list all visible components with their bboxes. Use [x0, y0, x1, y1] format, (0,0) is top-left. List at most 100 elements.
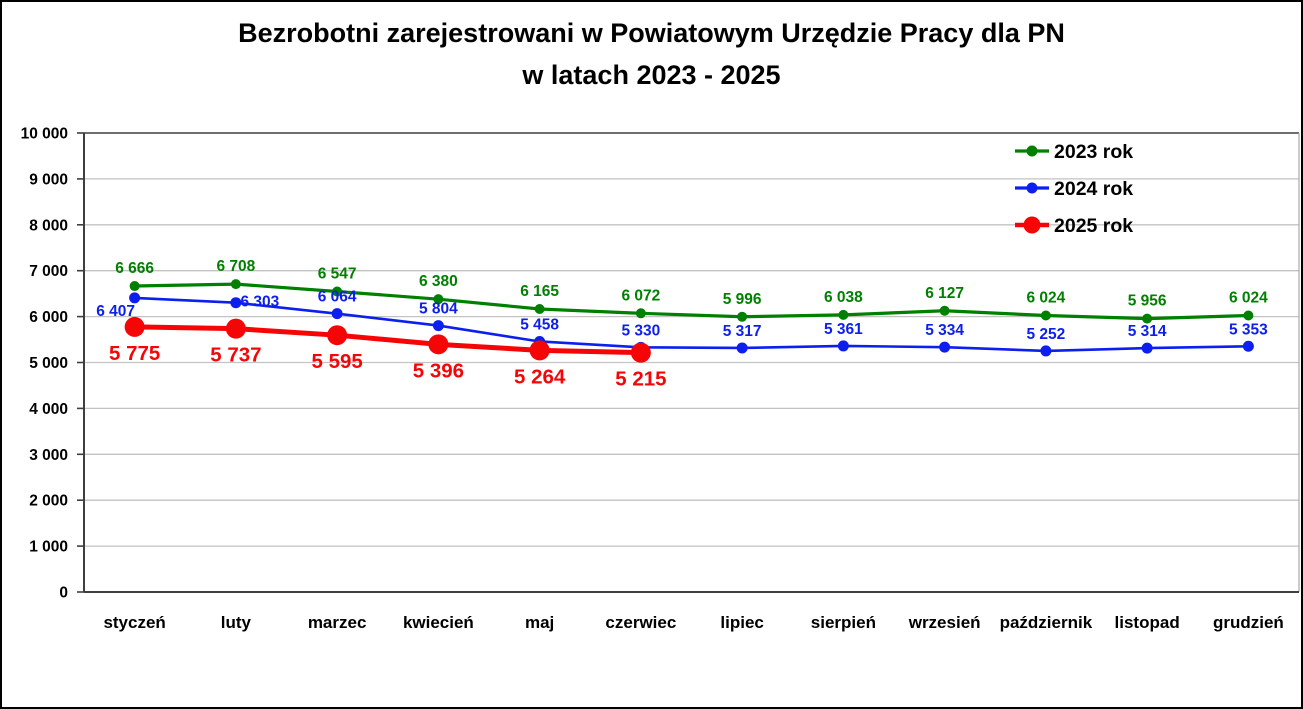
data-label: 6 407 — [96, 303, 135, 320]
data-point-marker — [1243, 310, 1254, 321]
data-label: 5 775 — [109, 342, 160, 365]
data-point-marker — [225, 318, 246, 339]
data-label: 6 064 — [318, 289, 357, 306]
y-axis: 0 1 000 2 000 3 000 4 000 5 000 6 000 7 000 8 00… — [21, 126, 84, 602]
legend-marker-dot — [1026, 182, 1038, 194]
data-label: 6 547 — [318, 265, 357, 282]
legend-label: 2025 rok — [1054, 215, 1133, 237]
data-point-marker — [529, 340, 550, 361]
data-label: 6 666 — [115, 260, 154, 277]
legend-item: 2025 rok — [1015, 215, 1133, 237]
data-point-marker — [230, 297, 242, 309]
data-point-marker — [1242, 340, 1254, 352]
series-2024-rok: 6 407 6 303 6 064 5 804 5 458 5 330 5 317 5 361… — [96, 289, 1268, 357]
data-label: 5 737 — [210, 344, 261, 367]
y-tick-label: 9 000 — [29, 171, 68, 188]
data-point-marker — [635, 308, 646, 319]
chart-title: Bezrobotni zarejestrowani w Powiatowym U… — [2, 12, 1301, 96]
x-category-label: kwiecień — [403, 613, 474, 632]
legend-marker-dot — [1026, 145, 1038, 157]
x-category-label: czerwiec — [605, 613, 676, 632]
data-point-marker — [428, 334, 449, 355]
y-tick-label: 1 000 — [29, 539, 68, 556]
y-tick-label: 10 000 — [21, 126, 68, 143]
legend-label: 2024 rok — [1054, 178, 1133, 200]
data-label: 5 996 — [723, 291, 762, 308]
data-point-marker — [331, 308, 343, 320]
x-category-label: maj — [525, 613, 554, 632]
data-label: 6 127 — [925, 285, 964, 302]
series-line — [133, 296, 1250, 353]
data-label: 5 361 — [824, 321, 863, 338]
data-point-marker — [433, 294, 444, 305]
data-label: 5 330 — [621, 322, 660, 339]
x-category-label: październik — [1000, 613, 1093, 632]
x-category-label: wrzesień — [908, 613, 981, 632]
y-tick-label: 7 000 — [29, 263, 68, 280]
series-2023-rok: 6 666 6 708 6 547 6 380 6 165 6 072 5 996 6 038… — [115, 258, 1268, 324]
data-label: 6 072 — [621, 287, 660, 304]
data-point-marker — [124, 316, 145, 337]
x-category-label: lipiec — [720, 613, 763, 632]
data-label: 6 708 — [216, 258, 255, 275]
gridlines — [84, 178, 1299, 547]
legend-item: 2024 rok — [1015, 178, 1133, 200]
data-label: 5 353 — [1229, 321, 1268, 338]
x-category-label: luty — [221, 613, 252, 632]
x-axis: styczeń luty marzec kwiecień maj czerwiec lipi… — [103, 613, 1283, 632]
data-point-marker — [939, 305, 950, 316]
data-point-marker — [129, 292, 141, 304]
y-tick-label: 2 000 — [29, 493, 68, 510]
chart-title-line1: Bezrobotni zarejestrowani w Powiatowym U… — [238, 18, 1065, 48]
data-point-marker — [837, 340, 849, 352]
data-label: 5 314 — [1128, 323, 1167, 340]
data-point-marker — [1142, 313, 1153, 324]
x-category-label: grudzień — [1213, 613, 1284, 632]
legend: 2023 rok 2024 rok 2025 rok — [1015, 141, 1133, 237]
data-point-marker — [630, 342, 651, 363]
data-label: 6 024 — [1026, 289, 1065, 306]
data-label: 5 396 — [413, 359, 464, 382]
data-label: 6 024 — [1229, 289, 1268, 306]
y-tick-label: 8 000 — [29, 217, 68, 234]
data-label: 5 334 — [925, 322, 964, 339]
data-point-marker — [432, 320, 444, 332]
data-point-marker — [737, 311, 748, 322]
x-category-label: sierpień — [811, 613, 876, 632]
x-category-label: listopad — [1115, 613, 1180, 632]
data-point-marker — [736, 342, 748, 354]
y-tick-label: 5 000 — [29, 355, 68, 372]
data-label: 5 317 — [723, 323, 762, 340]
chart-title-line2: w latach 2023 - 2025 — [522, 60, 781, 90]
data-point-marker — [327, 325, 348, 346]
data-label: 5 215 — [615, 368, 666, 391]
x-category-label: marzec — [308, 613, 367, 632]
data-point-marker — [939, 341, 951, 353]
legend-marker-dot — [1023, 216, 1041, 234]
data-point-marker — [1040, 345, 1052, 357]
legend-item: 2023 rok — [1015, 141, 1133, 163]
data-label: 5 595 — [311, 350, 362, 373]
data-label: 6 380 — [419, 273, 458, 290]
y-tick-label: 6 000 — [29, 309, 68, 326]
data-label: 6 303 — [240, 294, 279, 311]
data-point-marker — [1040, 310, 1051, 321]
legend-label: 2023 rok — [1054, 141, 1133, 163]
x-category-label: styczeń — [103, 613, 165, 632]
data-point-marker — [534, 304, 545, 315]
series-line — [133, 282, 1250, 321]
data-label: 6 165 — [520, 283, 559, 300]
data-point-marker — [332, 286, 343, 297]
y-tick-label: 0 — [59, 585, 68, 602]
data-label: 5 956 — [1128, 293, 1167, 310]
data-label: 5 264 — [514, 365, 566, 388]
data-label: 5 252 — [1026, 326, 1065, 343]
series-2025-rok: 5 775 5 737 5 595 5 396 5 264 5 215 — [109, 316, 667, 391]
data-point-marker — [129, 281, 140, 292]
data-label: 5 458 — [520, 316, 559, 333]
data-label: 6 038 — [824, 289, 863, 306]
data-point-marker — [230, 279, 241, 290]
y-tick-label: 4 000 — [29, 401, 68, 418]
